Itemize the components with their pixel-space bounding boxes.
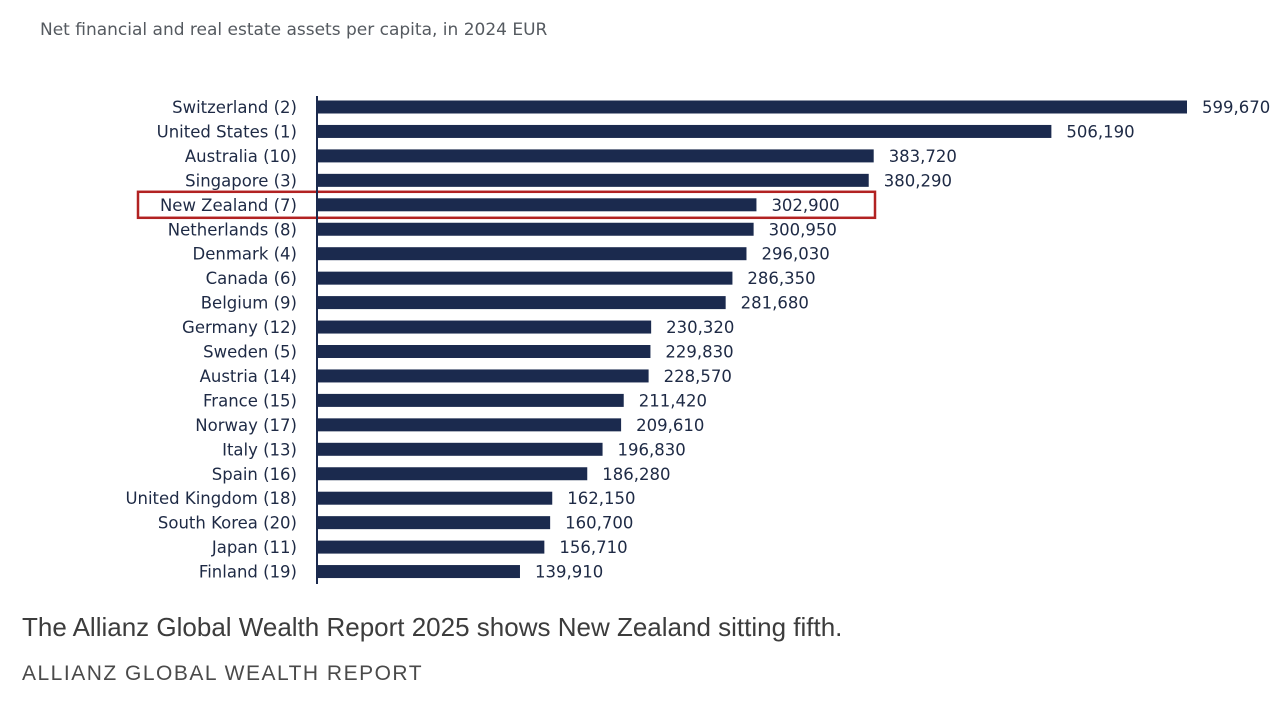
bar — [317, 320, 652, 334]
category-label: Netherlands (8) — [168, 220, 297, 239]
value-label: 380,290 — [884, 171, 952, 190]
category-label: Norway (17) — [195, 416, 297, 435]
category-label: Spain (16) — [212, 465, 297, 484]
value-label: 196,830 — [618, 440, 686, 459]
category-label: Italy (13) — [222, 440, 297, 459]
bar — [317, 198, 757, 212]
bar — [317, 516, 551, 530]
category-label: United States (1) — [157, 122, 297, 141]
image-credit: ALLIANZ GLOBAL WEALTH REPORT — [22, 662, 424, 685]
bar — [317, 173, 869, 187]
value-label: 209,610 — [636, 416, 704, 435]
category-label: Belgium (9) — [201, 294, 297, 313]
value-label: 506,190 — [1066, 122, 1134, 141]
value-label: 160,700 — [565, 514, 633, 533]
bar — [317, 442, 603, 456]
bar — [317, 345, 651, 358]
category-label: Sweden (5) — [203, 343, 297, 362]
bar — [317, 540, 545, 554]
bar — [317, 296, 726, 310]
value-label: 211,420 — [639, 391, 707, 410]
category-label: Singapore (3) — [185, 171, 297, 190]
bar — [317, 271, 733, 285]
category-label: France (15) — [203, 391, 297, 410]
bar — [317, 418, 622, 432]
highlight-box — [136, 190, 877, 220]
chart-subtitle: Net financial and real estate assets per… — [40, 20, 548, 40]
value-label: 302,900 — [771, 196, 839, 215]
category-label: Finland (19) — [199, 563, 297, 582]
bar-chart: Switzerland (2) 599,670 United States (1) 5… — [125, 96, 1270, 584]
value-label: 229,830 — [665, 343, 733, 362]
image-caption: The Allianz Global Wealth Report 2025 sh… — [22, 612, 843, 642]
bar — [317, 100, 1187, 114]
category-label: Austria (14) — [200, 367, 297, 386]
value-label: 599,670 — [1202, 98, 1270, 117]
value-label: 162,150 — [567, 489, 635, 508]
bar — [317, 393, 624, 407]
category-label: Canada (6) — [206, 269, 297, 288]
bar — [317, 149, 874, 163]
bar — [317, 565, 520, 579]
bar — [317, 247, 747, 261]
bar — [317, 369, 649, 383]
value-label: 139,910 — [535, 563, 603, 582]
value-label: 186,280 — [602, 465, 670, 484]
value-label: 281,680 — [741, 294, 809, 313]
category-label: Denmark (4) — [193, 245, 297, 264]
value-label: 296,030 — [761, 245, 829, 264]
bar — [317, 124, 1052, 138]
value-label: 300,950 — [769, 220, 837, 239]
bar — [317, 491, 553, 505]
value-label: 230,320 — [666, 318, 734, 337]
value-label: 228,570 — [664, 367, 732, 386]
value-label: 156,710 — [559, 538, 627, 557]
category-label: Australia (10) — [185, 147, 297, 166]
category-label: Switzerland (2) — [172, 98, 297, 117]
value-label: 383,720 — [889, 147, 957, 166]
category-label: Germany (12) — [182, 318, 297, 337]
bar — [317, 222, 754, 236]
category-label: South Korea (20) — [158, 514, 297, 533]
category-label: United Kingdom (18) — [125, 489, 297, 508]
category-label: Japan (11) — [211, 538, 297, 557]
value-label: 286,350 — [747, 269, 815, 288]
category-label: New Zealand (7) — [160, 196, 297, 215]
bar — [317, 467, 588, 481]
